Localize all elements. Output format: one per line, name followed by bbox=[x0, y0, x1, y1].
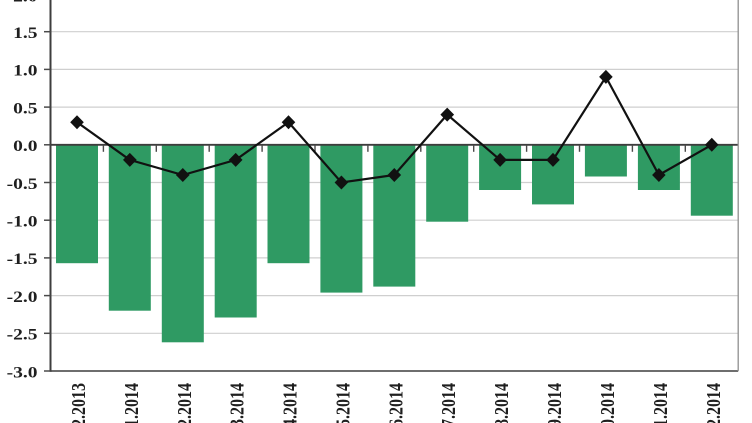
svg-text:12.2013: 12.2013 bbox=[68, 383, 90, 423]
svg-text:-0.5: -0.5 bbox=[7, 174, 38, 192]
svg-text:10.2014: 10.2014 bbox=[596, 383, 618, 423]
svg-text:11.2014: 11.2014 bbox=[649, 383, 671, 423]
svg-text:09.2014: 09.2014 bbox=[544, 383, 566, 423]
svg-text:1.0: 1.0 bbox=[13, 61, 37, 79]
svg-text:05.2014: 05.2014 bbox=[332, 383, 354, 423]
svg-text:04.2014: 04.2014 bbox=[279, 383, 301, 423]
svg-text:1.5: 1.5 bbox=[13, 24, 37, 42]
svg-text:01.2014: 01.2014 bbox=[120, 383, 142, 423]
svg-text:03.2014: 03.2014 bbox=[226, 383, 248, 423]
svg-text:0.0: 0.0 bbox=[13, 137, 37, 155]
svg-text:-2.5: -2.5 bbox=[7, 325, 38, 343]
svg-text:-3.0: -3.0 bbox=[7, 363, 38, 381]
svg-text:06.2014: 06.2014 bbox=[385, 383, 407, 423]
svg-text:-1.0: -1.0 bbox=[7, 212, 38, 230]
svg-text:-1.5: -1.5 bbox=[7, 250, 38, 268]
svg-text:12.2014: 12.2014 bbox=[702, 383, 724, 423]
svg-text:07.2014: 07.2014 bbox=[438, 383, 460, 423]
svg-text:-2.0: -2.0 bbox=[7, 288, 38, 306]
svg-text:2.0: 2.0 bbox=[13, 0, 37, 5]
svg-text:0.5: 0.5 bbox=[13, 99, 37, 117]
svg-text:02.2014: 02.2014 bbox=[173, 383, 195, 423]
svg-text:08.2014: 08.2014 bbox=[491, 383, 513, 423]
